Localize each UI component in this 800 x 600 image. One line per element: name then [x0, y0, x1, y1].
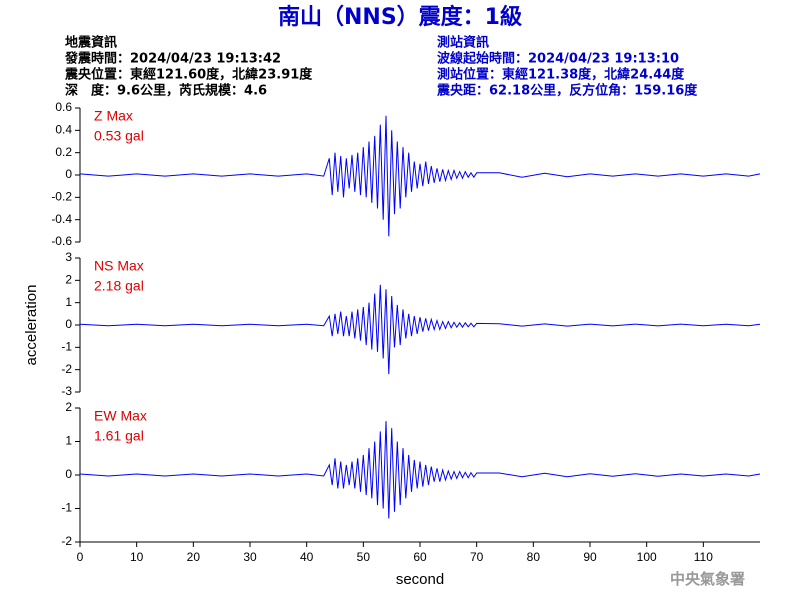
max-annotation: EW Max — [94, 408, 147, 424]
y-tick-label: 0 — [65, 467, 72, 481]
x-tick-label: 30 — [243, 550, 257, 564]
earthquake-info: 深 度：9.6公里，芮氏規模：4.6 — [65, 83, 267, 99]
y-axis-label: acceleration — [23, 285, 40, 366]
station-info: 測站位置：東經121.38度，北緯24.44度 — [437, 67, 685, 83]
x-tick-label: 60 — [413, 550, 427, 564]
y-tick-label: -1 — [61, 340, 72, 354]
y-tick-label: -0.2 — [51, 190, 72, 204]
earthquake-info: 震央位置：東經121.60度，北緯23.91度 — [64, 67, 313, 83]
max-annotation: Z Max — [94, 108, 133, 124]
y-tick-label: -2 — [61, 362, 72, 376]
y-tick-label: -1 — [61, 501, 72, 515]
y-tick-label: -0.6 — [51, 234, 72, 248]
max-annotation: 2.18 gal — [94, 278, 144, 294]
earthquake-info: 發震時間：2024/04/23 19:13:42 — [64, 51, 281, 67]
y-tick-label: 0.2 — [55, 145, 72, 159]
earthquake-info: 地震資訊 — [65, 35, 117, 51]
x-tick-label: 110 — [694, 550, 713, 564]
y-tick-label: 0.6 — [55, 100, 72, 114]
x-tick-label: 80 — [527, 550, 541, 564]
title: 南山（NNS）震度：1級 — [278, 4, 522, 30]
x-tick-label: 20 — [187, 550, 201, 564]
waveform — [79, 284, 761, 375]
y-tick-label: 0 — [65, 317, 72, 331]
station-info: 震央距：62.18公里，反方位角：159.16度 — [436, 83, 698, 99]
y-tick-label: 2 — [65, 273, 72, 287]
y-tick-label: 1 — [65, 295, 72, 309]
y-tick-label: 0.4 — [55, 123, 72, 137]
y-tick-label: -3 — [61, 384, 72, 398]
max-annotation: 1.61 gal — [94, 428, 144, 444]
y-tick-label: 0 — [65, 167, 72, 181]
x-tick-label: 10 — [130, 550, 144, 564]
y-tick-label: 1 — [65, 434, 72, 448]
y-tick-label: 2 — [65, 400, 72, 414]
station-info: 測站資訊 — [437, 35, 489, 51]
waveform — [79, 115, 761, 237]
x-axis-label: second — [396, 571, 444, 588]
x-tick-label: 0 — [77, 550, 84, 564]
x-tick-label: 70 — [470, 550, 484, 564]
max-annotation: 0.53 gal — [94, 128, 144, 144]
watermark: 中央氣象署 — [670, 570, 745, 588]
y-tick-label: -2 — [61, 534, 72, 548]
waveform — [79, 421, 761, 519]
max-annotation: NS Max — [94, 258, 144, 274]
x-tick-label: 50 — [357, 550, 371, 564]
x-tick-label: 90 — [583, 550, 597, 564]
x-tick-label: 100 — [637, 550, 657, 564]
station-info: 波線起始時間：2024/04/23 19:13:10 — [437, 51, 679, 67]
x-tick-label: 40 — [300, 550, 314, 564]
y-tick-label: 3 — [65, 250, 72, 264]
y-tick-label: -0.4 — [51, 212, 72, 226]
